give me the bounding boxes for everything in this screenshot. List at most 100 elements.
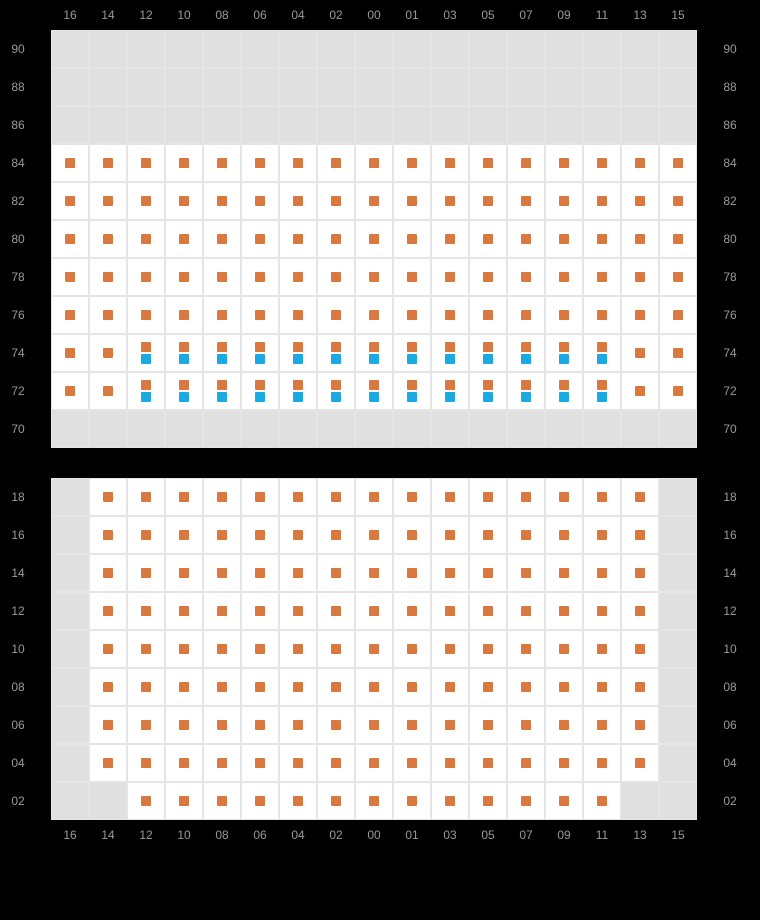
- seat-cell[interactable]: [469, 706, 507, 744]
- seat-cell[interactable]: [165, 744, 203, 782]
- seat-cell[interactable]: [469, 668, 507, 706]
- seat-cell[interactable]: [241, 630, 279, 668]
- seat-cell[interactable]: [241, 782, 279, 820]
- seat-cell[interactable]: [469, 334, 507, 372]
- seat-cell[interactable]: [241, 182, 279, 220]
- seat-cell[interactable]: [203, 144, 241, 182]
- seat-cell[interactable]: [583, 258, 621, 296]
- seat-cell[interactable]: [203, 258, 241, 296]
- seat-cell[interactable]: [165, 706, 203, 744]
- seat-cell[interactable]: [279, 296, 317, 334]
- seat-cell[interactable]: [279, 706, 317, 744]
- seat-cell[interactable]: [203, 744, 241, 782]
- seat-cell[interactable]: [355, 296, 393, 334]
- seat-cell[interactable]: [507, 220, 545, 258]
- seat-cell[interactable]: [393, 144, 431, 182]
- seat-cell[interactable]: [203, 630, 241, 668]
- seat-cell[interactable]: [279, 258, 317, 296]
- seat-cell[interactable]: [583, 182, 621, 220]
- seat-cell[interactable]: [241, 516, 279, 554]
- seat-cell[interactable]: [659, 220, 697, 258]
- seat-cell[interactable]: [127, 744, 165, 782]
- seat-cell[interactable]: [89, 258, 127, 296]
- seat-cell[interactable]: [431, 144, 469, 182]
- seat-cell[interactable]: [51, 334, 89, 372]
- seat-cell[interactable]: [431, 744, 469, 782]
- seat-cell[interactable]: [355, 258, 393, 296]
- seat-cell[interactable]: [659, 258, 697, 296]
- seat-cell[interactable]: [241, 478, 279, 516]
- seat-cell[interactable]: [165, 478, 203, 516]
- seat-cell[interactable]: [127, 516, 165, 554]
- seat-cell[interactable]: [241, 334, 279, 372]
- seat-cell[interactable]: [545, 478, 583, 516]
- seat-cell[interactable]: [317, 478, 355, 516]
- seat-cell[interactable]: [89, 296, 127, 334]
- seat-cell[interactable]: [545, 182, 583, 220]
- seat-cell[interactable]: [507, 334, 545, 372]
- seat-cell[interactable]: [317, 372, 355, 410]
- seat-cell[interactable]: [279, 744, 317, 782]
- seat-cell[interactable]: [203, 554, 241, 592]
- seat-cell[interactable]: [431, 372, 469, 410]
- seat-cell[interactable]: [431, 668, 469, 706]
- seat-cell[interactable]: [507, 258, 545, 296]
- seat-cell[interactable]: [241, 554, 279, 592]
- seat-cell[interactable]: [355, 782, 393, 820]
- seat-cell[interactable]: [355, 592, 393, 630]
- seat-cell[interactable]: [431, 478, 469, 516]
- seat-cell[interactable]: [621, 220, 659, 258]
- seat-cell[interactable]: [583, 478, 621, 516]
- seat-cell[interactable]: [621, 744, 659, 782]
- seat-cell[interactable]: [355, 516, 393, 554]
- seat-cell[interactable]: [583, 334, 621, 372]
- seat-cell[interactable]: [393, 372, 431, 410]
- seat-cell[interactable]: [393, 592, 431, 630]
- seat-cell[interactable]: [583, 554, 621, 592]
- seat-cell[interactable]: [127, 296, 165, 334]
- seat-cell[interactable]: [89, 144, 127, 182]
- seat-cell[interactable]: [507, 592, 545, 630]
- seat-cell[interactable]: [127, 372, 165, 410]
- seat-cell[interactable]: [165, 258, 203, 296]
- seat-cell[interactable]: [659, 372, 697, 410]
- seat-cell[interactable]: [127, 592, 165, 630]
- seat-cell[interactable]: [507, 706, 545, 744]
- seat-cell[interactable]: [393, 668, 431, 706]
- seat-cell[interactable]: [89, 592, 127, 630]
- seat-cell[interactable]: [621, 334, 659, 372]
- seat-cell[interactable]: [279, 592, 317, 630]
- seat-cell[interactable]: [203, 182, 241, 220]
- seat-cell[interactable]: [431, 782, 469, 820]
- seat-cell[interactable]: [355, 706, 393, 744]
- seat-cell[interactable]: [203, 334, 241, 372]
- seat-cell[interactable]: [545, 372, 583, 410]
- seat-cell[interactable]: [279, 220, 317, 258]
- seat-cell[interactable]: [355, 372, 393, 410]
- seat-cell[interactable]: [621, 554, 659, 592]
- seat-cell[interactable]: [241, 220, 279, 258]
- seat-cell[interactable]: [51, 372, 89, 410]
- seat-cell[interactable]: [393, 220, 431, 258]
- seat-cell[interactable]: [659, 182, 697, 220]
- seat-cell[interactable]: [279, 144, 317, 182]
- seat-cell[interactable]: [317, 182, 355, 220]
- seat-cell[interactable]: [355, 220, 393, 258]
- seat-cell[interactable]: [51, 144, 89, 182]
- seat-cell[interactable]: [241, 706, 279, 744]
- seat-cell[interactable]: [127, 144, 165, 182]
- seat-cell[interactable]: [545, 592, 583, 630]
- seat-cell[interactable]: [279, 516, 317, 554]
- seat-cell[interactable]: [203, 372, 241, 410]
- seat-cell[interactable]: [545, 334, 583, 372]
- seat-cell[interactable]: [469, 220, 507, 258]
- seat-cell[interactable]: [127, 334, 165, 372]
- seat-cell[interactable]: [89, 182, 127, 220]
- seat-cell[interactable]: [127, 478, 165, 516]
- seat-cell[interactable]: [621, 516, 659, 554]
- seat-cell[interactable]: [355, 144, 393, 182]
- seat-cell[interactable]: [621, 372, 659, 410]
- seat-cell[interactable]: [545, 554, 583, 592]
- seat-cell[interactable]: [355, 630, 393, 668]
- seat-cell[interactable]: [317, 220, 355, 258]
